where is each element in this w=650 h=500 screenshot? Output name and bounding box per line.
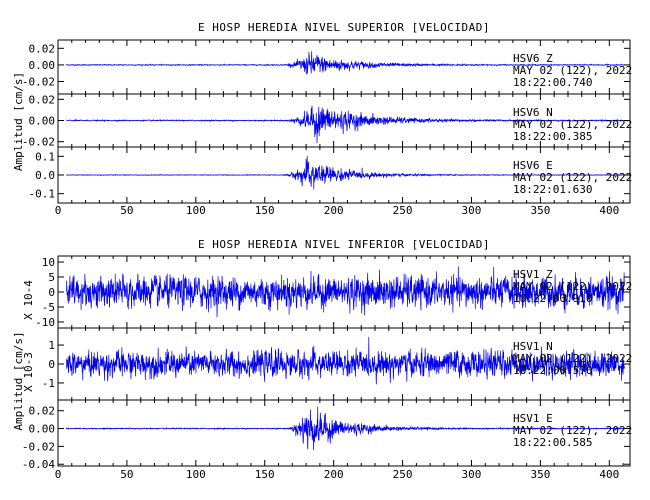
x-tick-label: 350 [530, 468, 550, 481]
station-component-label: HSV1 E [513, 412, 553, 425]
y-tick-label: 0.1 [35, 150, 55, 163]
x-tick-label: 150 [255, 204, 275, 217]
y-tick-label: 0.0 [35, 169, 55, 182]
y-tick-label: 10 [42, 256, 55, 269]
waveform-line [65, 336, 625, 385]
x-tick-label: 150 [255, 468, 275, 481]
x-tick-label: 100 [186, 468, 206, 481]
y-tick-label: 0 [48, 358, 55, 371]
scale-factor-label: X 10-3 [22, 352, 35, 392]
y-tick-label: 0.00 [29, 59, 56, 72]
chart-group-1: E HOSP HEREDIA NIVEL INFERIOR [VELOCIDAD… [12, 238, 632, 481]
time-label: 18:22:00.585 [513, 436, 592, 449]
date-label: MAY 02 (122), 2022 [513, 352, 632, 365]
waveform-line [66, 155, 625, 190]
date-label: MAY 02 (122), 2022 [513, 118, 632, 131]
date-label: MAY 02 (122), 2022 [513, 424, 632, 437]
y-tick-label: -0.02 [22, 76, 55, 89]
x-tick-label: 250 [393, 204, 413, 217]
y-tick-label: 0.02 [29, 405, 56, 418]
x-tick-label: 400 [599, 468, 619, 481]
x-tick-label: 200 [324, 468, 344, 481]
waveform-line [66, 406, 625, 451]
x-tick-label: 300 [462, 204, 482, 217]
y-tick-label: 0.00 [29, 423, 56, 436]
time-label: 18:22:00.570 [513, 364, 592, 377]
scale-factor-label: X 10-4 [22, 280, 35, 320]
x-tick-label: 50 [120, 468, 133, 481]
x-tick-label: 100 [186, 204, 206, 217]
y-tick-label: -5 [42, 301, 55, 314]
date-label: MAY 02 (122), 2022 [513, 171, 632, 184]
time-label: 18:22:00.740 [513, 76, 592, 89]
y-tick-label: 1 [48, 339, 55, 352]
y-tick-label: -0.02 [22, 440, 55, 453]
chart-title: E HOSP HEREDIA NIVEL SUPERIOR [VELOCIDAD… [198, 21, 490, 34]
y-axis-label: Amplitud [cm/s] [12, 331, 25, 430]
station-component-label: HSV6 E [513, 159, 553, 172]
y-tick-label: 0.02 [29, 93, 56, 106]
y-tick-label: -0.04 [22, 458, 55, 471]
y-tick-label: 0.00 [29, 115, 56, 128]
x-tick-label: 200 [324, 204, 344, 217]
waveform-line [66, 105, 625, 144]
y-tick-label: -1 [42, 377, 55, 390]
y-tick-label: 0.02 [29, 42, 56, 55]
x-tick-label: 0 [55, 204, 62, 217]
date-label: MAY 02 (122), 2022 [513, 280, 632, 293]
x-tick-label: 50 [120, 204, 133, 217]
station-component-label: HSV6 N [513, 106, 553, 119]
chart-title: E HOSP HEREDIA NIVEL INFERIOR [VELOCIDAD… [198, 238, 490, 251]
y-tick-label: -10 [35, 316, 55, 329]
waveform-line [66, 51, 625, 75]
y-tick-label: 5 [48, 271, 55, 284]
x-tick-label: 250 [393, 468, 413, 481]
y-tick-label: -0.02 [22, 136, 55, 149]
station-component-label: HSV1 Z [513, 268, 553, 281]
station-component-label: HSV6 Z [513, 52, 553, 65]
x-tick-label: 300 [462, 468, 482, 481]
y-axis-label: Amplitud [cm/s] [12, 72, 25, 171]
x-tick-label: 0 [55, 468, 62, 481]
time-label: 18:22:00.910 [513, 292, 592, 305]
chart-group-0: E HOSP HEREDIA NIVEL SUPERIOR [VELOCIDAD… [12, 21, 632, 217]
date-label: MAY 02 (122), 2022 [513, 64, 632, 77]
panel-frame [57, 399, 631, 467]
y-tick-label: 0 [48, 286, 55, 299]
waveform-line [65, 266, 625, 318]
x-tick-label: 400 [599, 204, 619, 217]
x-tick-label: 350 [530, 204, 550, 217]
station-component-label: HSV1 N [513, 340, 553, 353]
time-label: 18:22:01.630 [513, 183, 592, 196]
time-label: 18:22:00.385 [513, 130, 592, 143]
y-tick-label: -0.1 [29, 188, 56, 201]
